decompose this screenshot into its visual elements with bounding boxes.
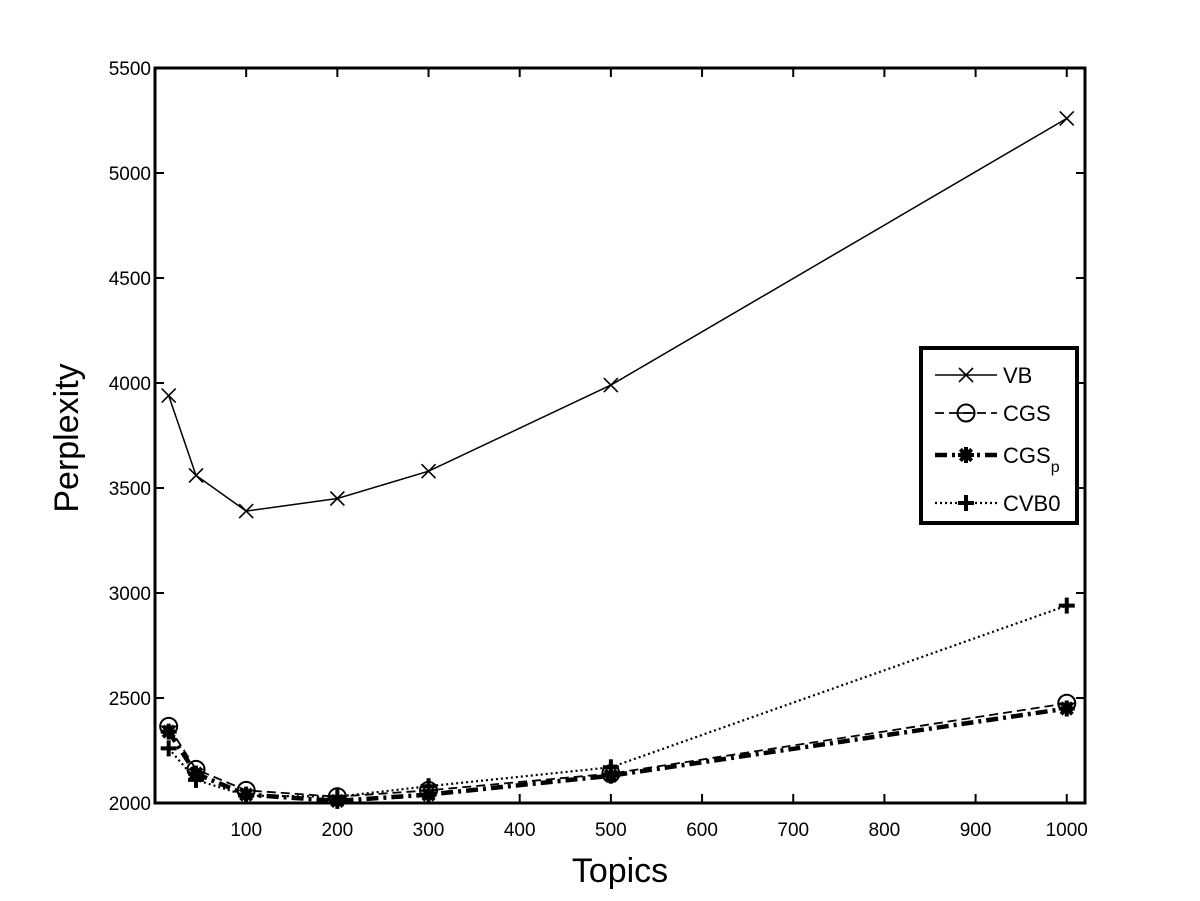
legend-swatch-marker	[958, 495, 974, 511]
y-tick-label: 3000	[109, 584, 151, 605]
tick-labels: 100 200 300 400 500 600 700 800 900 1000 2000 2500 3…	[109, 59, 1088, 841]
legend-label: CGS	[1003, 401, 1051, 426]
y-tick-label: 5000	[109, 164, 151, 185]
x-tick-label: 200	[322, 820, 354, 841]
legend-label: CVB0	[1003, 491, 1060, 516]
data-point-vb	[329, 490, 345, 507]
x-tick-label: 100	[230, 820, 262, 841]
x-tick-label: 400	[504, 820, 536, 841]
legend-box	[919, 346, 1079, 525]
x-tick-label: 700	[777, 820, 809, 841]
data-point-cvb0	[420, 778, 437, 795]
legend: VB CGS CGSp CVB0	[919, 346, 1079, 525]
legend-swatch-marker	[958, 447, 974, 463]
data-point-cgs-p	[1058, 700, 1075, 717]
legend-label: VB	[1003, 363, 1032, 388]
y-tick-label: 5500	[109, 59, 151, 80]
data-point-cvb0	[188, 771, 205, 788]
data-point-vb	[161, 388, 177, 404]
data-point-cvb0	[160, 740, 177, 757]
y-tick-label: 2000	[109, 794, 151, 815]
series-layer	[159, 110, 1077, 809]
data-point-cvb0	[602, 759, 619, 776]
data-point-cgs-p	[420, 786, 437, 803]
data-point-vb	[420, 463, 437, 479]
x-tick-label: 800	[869, 820, 901, 841]
y-tick-label: 3500	[109, 479, 151, 500]
y-axis-label: Perplexity	[48, 363, 86, 512]
x-tick-label: 1000	[1046, 820, 1088, 841]
legend-swatch-marker	[956, 403, 976, 423]
data-point-cgs-p	[160, 723, 177, 740]
y-tick-label: 4500	[109, 269, 151, 290]
legend-label: CGSp	[1003, 443, 1060, 476]
data-point-vb	[188, 467, 204, 483]
x-tick-label: 300	[413, 820, 445, 841]
y-tick-label: 4000	[109, 374, 151, 395]
data-point-vb	[238, 503, 254, 519]
x-tick-label: 900	[960, 820, 992, 841]
legend-swatch-marker	[958, 367, 974, 383]
y-tick-label: 2500	[109, 689, 151, 710]
x-tick-label: 500	[595, 820, 627, 841]
x-axis-label: Topics	[572, 852, 668, 890]
data-point-vb	[1059, 110, 1075, 126]
data-point-cvb0	[238, 787, 255, 804]
data-point-cvb0	[1058, 597, 1075, 614]
plot-frame	[153, 66, 1087, 805]
x-tick-label: 600	[686, 820, 718, 841]
data-point-vb	[603, 377, 619, 393]
